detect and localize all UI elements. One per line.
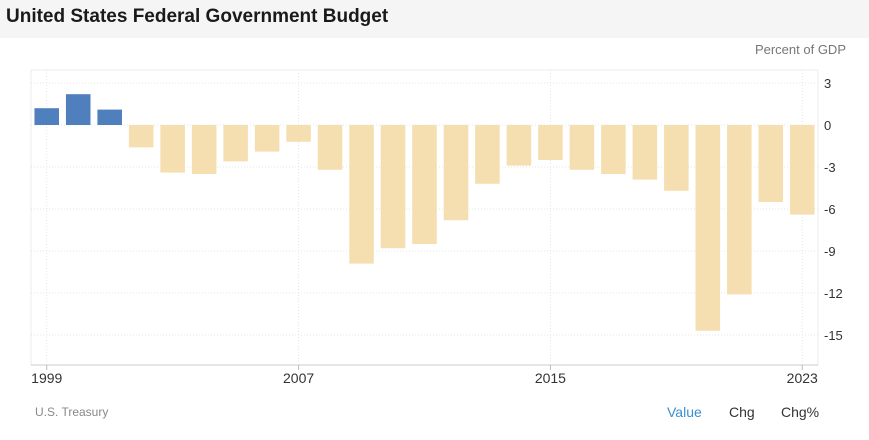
y-tick-label: -6	[824, 202, 836, 217]
y-tick-label: -9	[824, 244, 836, 259]
bar-2016	[569, 125, 595, 170]
unit-label: Percent of GDP	[754, 42, 846, 57]
bar-2021	[727, 125, 752, 295]
bar-1999	[34, 108, 60, 125]
x-tick-label: 2015	[535, 370, 566, 386]
bar-2011	[412, 125, 437, 244]
bar-2019	[664, 125, 689, 191]
y-tick-label: -15	[824, 328, 843, 343]
x-tick-label: 1999	[31, 370, 62, 386]
source-label: U.S. Treasury	[35, 405, 109, 419]
bar-2018	[632, 125, 658, 180]
bar-2013	[475, 125, 500, 184]
bar-2009	[349, 125, 374, 264]
bar-2003	[160, 125, 185, 173]
bar-2004	[191, 125, 217, 174]
bar-2017	[601, 125, 626, 174]
bar-2006	[254, 125, 280, 152]
y-tick-label: 3	[824, 76, 831, 91]
bar-2008	[317, 125, 343, 170]
view-tabs: Value Chg Chg%	[0, 404, 869, 424]
bar-2001	[97, 109, 122, 125]
bar-2000	[65, 94, 91, 125]
bar-2020	[695, 125, 721, 331]
bar-2014	[506, 125, 532, 166]
bar-2002	[128, 125, 154, 148]
tab-value[interactable]: Value	[667, 404, 702, 420]
bar-2007	[286, 125, 311, 142]
bar-2012	[443, 125, 469, 221]
x-tick-label: 2007	[283, 370, 314, 386]
bar-2022	[758, 125, 784, 202]
x-tick-label: 2023	[787, 370, 818, 386]
bar-2010	[380, 125, 406, 249]
page-title: United States Federal Government Budget	[6, 6, 389, 27]
tab-chg-percent[interactable]: Chg%	[781, 404, 820, 420]
tab-chg[interactable]: Chg	[729, 404, 755, 420]
bar-2015	[538, 125, 563, 160]
header-bar: United States Federal Government Budget	[0, 0, 869, 38]
bar-2023	[789, 125, 815, 215]
y-tick-label: 0	[824, 118, 831, 133]
y-tick-label: -12	[824, 286, 843, 301]
bar-2005	[223, 125, 248, 162]
y-tick-label: -3	[824, 160, 836, 175]
